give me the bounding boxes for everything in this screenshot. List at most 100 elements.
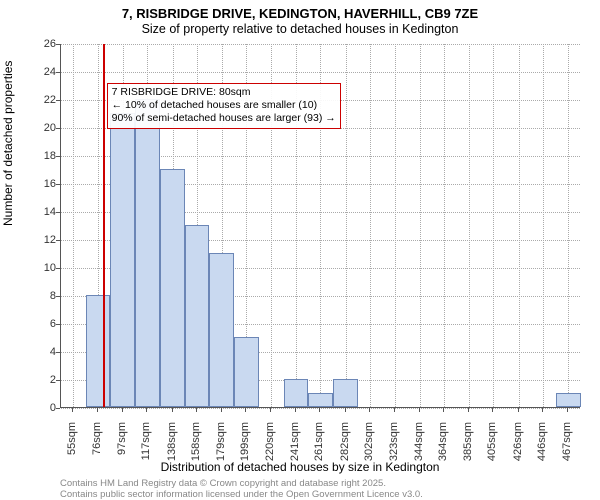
x-tick-mark (567, 408, 568, 412)
x-tick-mark (345, 408, 346, 412)
histogram-bar (209, 253, 234, 407)
y-tick-label: 22 (16, 94, 56, 106)
y-tick-mark (56, 380, 60, 381)
gridline-v (420, 44, 421, 407)
plot-area: 7 RISBRIDGE DRIVE: 80sqm← 10% of detache… (60, 44, 580, 408)
gridline-v (395, 44, 396, 407)
histogram-bar (185, 225, 210, 407)
x-tick-mark (172, 408, 173, 412)
histogram-bar (333, 379, 358, 407)
histogram-bar (135, 99, 160, 407)
y-axis-label: Number of detached properties (1, 61, 15, 226)
x-tick-label: 76sqm (91, 422, 103, 462)
y-tick-mark (56, 156, 60, 157)
histogram-bar (160, 169, 185, 407)
gridline-v (493, 44, 494, 407)
annotation-line: 7 RISBRIDGE DRIVE: 80sqm (112, 86, 336, 99)
x-tick-label: 199sqm (239, 422, 251, 462)
x-tick-mark (394, 408, 395, 412)
property-marker-line (103, 44, 105, 407)
x-tick-label: 467sqm (561, 422, 573, 462)
footer-attribution-line2: Contains public sector information licen… (60, 489, 423, 500)
x-tick-mark (122, 408, 123, 412)
x-tick-label: 117sqm (140, 422, 152, 462)
y-tick-mark (56, 128, 60, 129)
x-tick-mark (270, 408, 271, 412)
gridline-v (568, 44, 569, 407)
x-tick-label: 446sqm (536, 422, 548, 462)
footer-attribution-line1: Contains HM Land Registry data © Crown c… (60, 478, 386, 489)
x-tick-label: 55sqm (66, 422, 78, 462)
x-tick-label: 323sqm (388, 422, 400, 462)
y-tick-mark (56, 212, 60, 213)
x-axis-label: Distribution of detached houses by size … (0, 460, 600, 474)
x-tick-mark (146, 408, 147, 412)
x-tick-mark (196, 408, 197, 412)
chart-title-address: 7, RISBRIDGE DRIVE, KEDINGTON, HAVERHILL… (0, 6, 600, 21)
gridline-h (61, 408, 580, 409)
gridline-v (444, 44, 445, 407)
x-tick-label: 344sqm (413, 422, 425, 462)
x-tick-mark (369, 408, 370, 412)
x-tick-mark (245, 408, 246, 412)
y-tick-mark (56, 352, 60, 353)
x-tick-label: 302sqm (363, 422, 375, 462)
histogram-bar (234, 337, 259, 407)
gridline-v (469, 44, 470, 407)
y-tick-mark (56, 100, 60, 101)
y-tick-label: 2 (16, 374, 56, 386)
y-tick-label: 4 (16, 346, 56, 358)
histogram-bar (86, 295, 111, 407)
y-tick-label: 16 (16, 178, 56, 190)
x-tick-mark (221, 408, 222, 412)
x-tick-label: 97sqm (116, 422, 128, 462)
x-tick-label: 282sqm (339, 422, 351, 462)
property-size-histogram: 7, RISBRIDGE DRIVE, KEDINGTON, HAVERHILL… (0, 0, 600, 500)
gridline-v (519, 44, 520, 407)
histogram-bar (284, 379, 309, 407)
y-tick-mark (56, 184, 60, 185)
x-tick-label: 261sqm (313, 422, 325, 462)
x-tick-mark (443, 408, 444, 412)
y-tick-label: 26 (16, 38, 56, 50)
x-tick-label: 385sqm (462, 422, 474, 462)
gridline-v (73, 44, 74, 407)
histogram-bar (308, 393, 333, 407)
y-tick-label: 6 (16, 318, 56, 330)
x-tick-mark (319, 408, 320, 412)
y-tick-label: 24 (16, 66, 56, 78)
gridline-v (346, 44, 347, 407)
y-tick-mark (56, 240, 60, 241)
gridline-v (543, 44, 544, 407)
annotation-line: ← 10% of detached houses are smaller (10… (112, 99, 336, 112)
x-tick-mark (518, 408, 519, 412)
annotation-box: 7 RISBRIDGE DRIVE: 80sqm← 10% of detache… (107, 83, 341, 128)
y-tick-label: 0 (16, 402, 56, 414)
x-tick-mark (97, 408, 98, 412)
x-tick-mark (468, 408, 469, 412)
x-tick-mark (295, 408, 296, 412)
y-tick-mark (56, 72, 60, 73)
y-tick-label: 10 (16, 262, 56, 274)
x-tick-label: 241sqm (289, 422, 301, 462)
x-tick-label: 158sqm (190, 422, 202, 462)
y-tick-mark (56, 296, 60, 297)
x-tick-label: 426sqm (512, 422, 524, 462)
x-tick-mark (72, 408, 73, 412)
histogram-bar (556, 393, 581, 407)
y-tick-mark (56, 408, 60, 409)
x-tick-mark (419, 408, 420, 412)
y-tick-label: 12 (16, 234, 56, 246)
x-tick-mark (542, 408, 543, 412)
y-tick-label: 8 (16, 290, 56, 302)
x-tick-label: 138sqm (166, 422, 178, 462)
y-tick-mark (56, 324, 60, 325)
y-tick-mark (56, 44, 60, 45)
x-tick-mark (492, 408, 493, 412)
annotation-line: 90% of semi-detached houses are larger (… (112, 112, 336, 125)
y-tick-label: 14 (16, 206, 56, 218)
y-tick-mark (56, 268, 60, 269)
x-tick-label: 405sqm (486, 422, 498, 462)
chart-subtitle: Size of property relative to detached ho… (0, 22, 600, 36)
gridline-v (370, 44, 371, 407)
